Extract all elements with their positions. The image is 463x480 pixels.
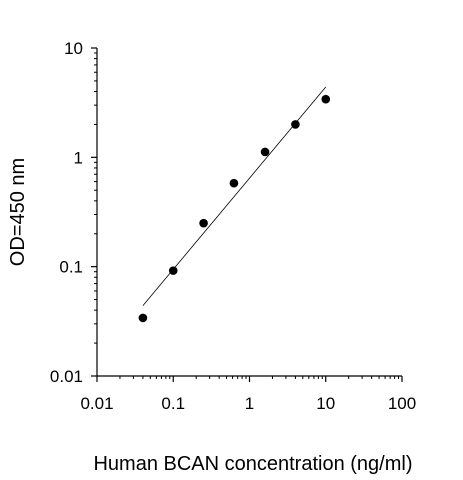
chart-axes — [96, 48, 402, 377]
x-tick-label: 100 — [388, 394, 416, 413]
x-axis-label: Human BCAN concentration (ng/ml) — [93, 453, 412, 475]
x-tick-label: 0.1 — [161, 394, 185, 413]
data-point — [260, 147, 270, 157]
data-point — [321, 94, 331, 104]
x-tick-label: 10 — [316, 394, 335, 413]
x-tick-label: 1 — [245, 394, 254, 413]
data-point — [229, 178, 239, 188]
y-tick-label: 0.01 — [50, 367, 83, 386]
data-point — [199, 218, 208, 228]
chart-tick-labels: 0.01 0.1 1 10 100 0.01 0.1 1 10 — [50, 39, 416, 413]
data-point — [138, 313, 148, 323]
y-axis-label: OD=450 nm — [7, 158, 29, 266]
y-tick-label: 1 — [74, 148, 83, 167]
y-tick-label: 0.1 — [59, 258, 83, 277]
y-tick-label: 10 — [64, 39, 83, 58]
data-point — [168, 266, 178, 275]
chart-data-points — [138, 94, 331, 323]
data-point — [291, 120, 300, 129]
x-tick-label: 0.01 — [80, 394, 113, 413]
chart-ticks — [91, 47, 403, 382]
